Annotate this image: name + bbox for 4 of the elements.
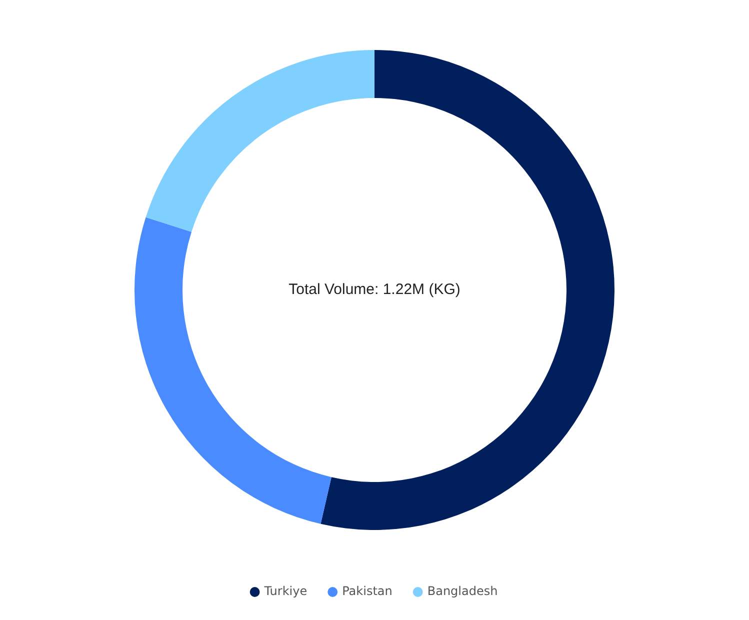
- text: Total Volume: 1.22M (KG): [288, 281, 460, 298]
- legend-label: Pakistan: [342, 584, 392, 598]
- legend-label: Bangladesh: [427, 584, 498, 598]
- legend-label: Turkiye: [263, 584, 308, 598]
